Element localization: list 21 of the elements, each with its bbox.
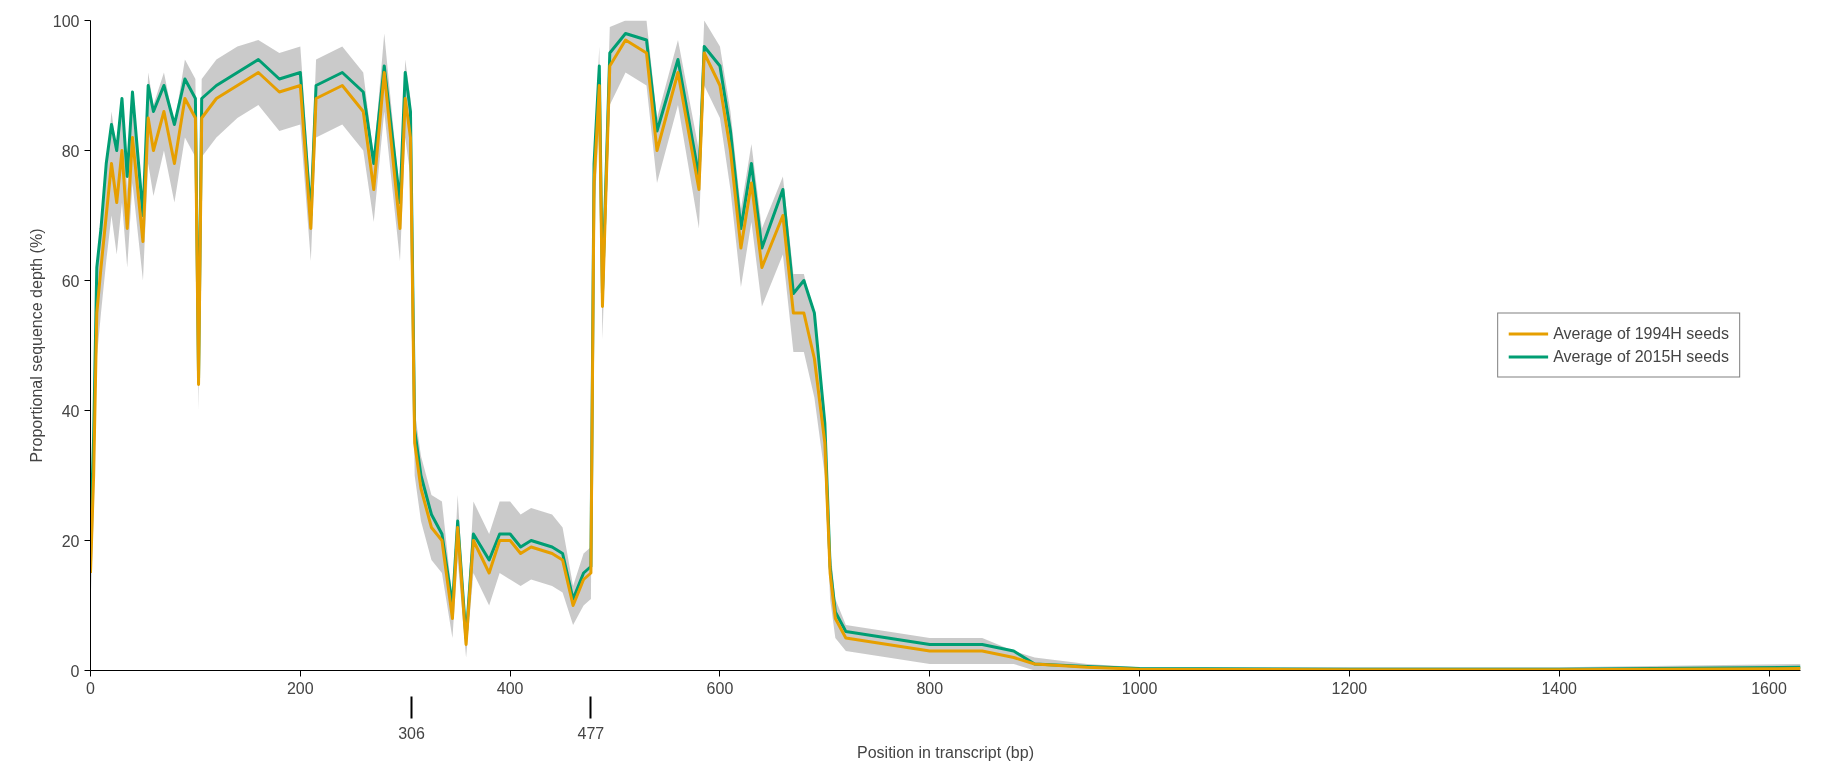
x-tick-label: 1200 <box>1331 679 1368 697</box>
annotation: 306 <box>398 724 425 742</box>
annotation: 477 <box>577 724 605 742</box>
y-tick-label: 0 <box>70 662 80 680</box>
x-axis-title: Position in transcript (bp) <box>857 743 1034 761</box>
y-tick-label: 60 <box>61 272 80 290</box>
legend-label: Average of 1994H seeds <box>1553 324 1729 343</box>
x-tick-label: 0 <box>86 679 96 697</box>
legend-label: Average of 2015H seeds <box>1553 347 1729 366</box>
y-tick-label: 100 <box>52 12 80 30</box>
x-tick-label: 400 <box>496 679 524 697</box>
y-tick-label: 20 <box>61 532 80 550</box>
y-tick-label: 40 <box>61 402 80 420</box>
x-tick-label: 200 <box>286 679 314 697</box>
x-tick-label: 600 <box>706 679 734 697</box>
x-tick-label: 1400 <box>1541 679 1578 697</box>
x-tick-label: 1000 <box>1121 679 1158 697</box>
x-tick-label: 1600 <box>1751 679 1787 697</box>
x-tick-label: 800 <box>916 679 944 697</box>
y-axis-title: Proportional sequence depth (%) <box>27 228 45 463</box>
y-tick-label: 80 <box>61 142 80 160</box>
